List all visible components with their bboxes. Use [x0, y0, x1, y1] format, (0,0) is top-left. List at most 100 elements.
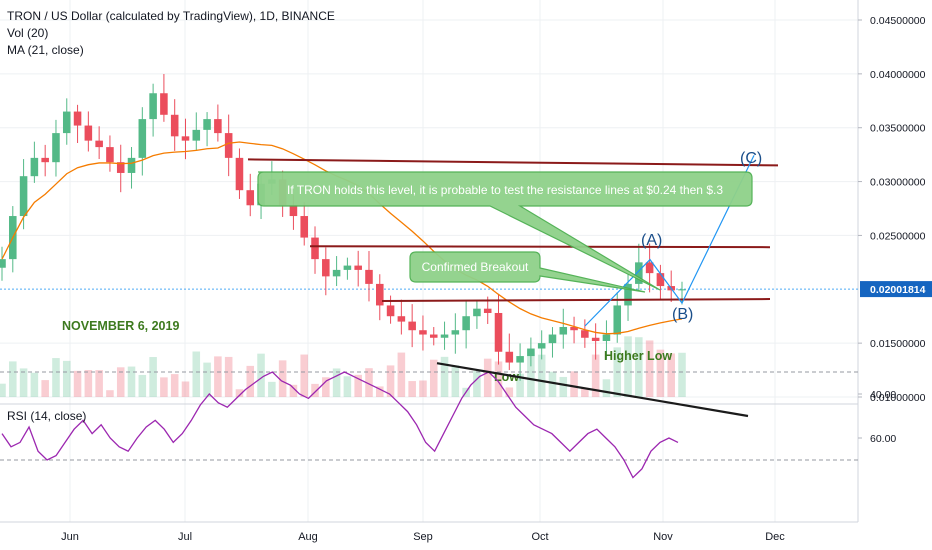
- candle-body: [289, 205, 298, 217]
- candle-body: [332, 269, 341, 277]
- volume-bar: [30, 372, 39, 397]
- callout-main: If TRON holds this level, it is probable…: [257, 171, 753, 291]
- candle-body: [214, 119, 222, 134]
- resistance-line-lower: [381, 298, 771, 303]
- volume-bar: [0, 383, 6, 397]
- candle-body: [84, 125, 93, 141]
- candle-body: [440, 334, 449, 338]
- volume-bar: [181, 381, 190, 397]
- volume-bar: [192, 351, 201, 397]
- volume-bar: [300, 354, 308, 397]
- volume-bar: [257, 353, 265, 397]
- volume-bar: [41, 380, 49, 397]
- price-axis-tick-label: 0.02500000: [870, 230, 926, 242]
- volume-bar: [214, 356, 222, 397]
- volume-bar: [224, 356, 233, 397]
- callout-breakout: Confirmed Breakout: [409, 251, 646, 293]
- candle-body: [203, 119, 211, 130]
- time-axis-tick-label: Oct: [531, 531, 548, 543]
- volume-bar: [84, 370, 93, 397]
- callout-breakout-text: Confirmed Breakout: [422, 260, 529, 274]
- resistance-line-middle: [309, 245, 771, 249]
- rsi-indicator-label[interactable]: RSI (14, close): [7, 409, 87, 423]
- candle-body: [376, 283, 384, 306]
- volume-bar: [624, 336, 632, 397]
- current-price-label: 0.02001814: [870, 284, 926, 296]
- candle-body: [343, 265, 352, 270]
- volume-bar: [645, 340, 654, 397]
- volume-bar: [289, 384, 298, 397]
- volume-bar: [527, 351, 535, 397]
- volume-bar: [322, 377, 330, 397]
- candle-body: [127, 157, 136, 173]
- candle-body: [483, 308, 492, 313]
- candle-body: [678, 289, 686, 291]
- volume-bar: [397, 352, 406, 397]
- candle-body: [559, 326, 568, 335]
- candle-body: [451, 330, 460, 335]
- candle-body: [570, 326, 578, 331]
- volume-bar: [656, 349, 665, 397]
- candle-body: [73, 111, 82, 126]
- candle-body: [505, 351, 514, 363]
- candle-body: [635, 262, 643, 284]
- volume-bar: [62, 360, 71, 397]
- resistance-line-upper: [247, 158, 779, 167]
- time-axis-tick-label: Nov: [653, 531, 673, 543]
- candle-body: [192, 129, 201, 141]
- candle-body: [41, 157, 49, 163]
- candle-body: [429, 334, 438, 338]
- candle-body: [602, 334, 611, 341]
- rsi-axis-tick-label: 40.00: [870, 389, 896, 401]
- candle-body: [160, 93, 168, 115]
- volume-bar: [386, 365, 395, 397]
- candle-body: [581, 330, 589, 338]
- volume-bar: [127, 366, 136, 397]
- callout-main-text: If TRON holds this level, it is probable…: [287, 183, 723, 197]
- candle-body: [624, 283, 632, 306]
- rsi-trendline: [436, 362, 749, 418]
- candle-body: [548, 334, 557, 344]
- volume-bars: [0, 336, 686, 397]
- volume-bar: [376, 386, 384, 397]
- volume-bar: [537, 354, 546, 397]
- volume-bar: [160, 377, 168, 397]
- volume-bar: [106, 390, 114, 397]
- volume-bar: [311, 383, 319, 397]
- candle-body: [462, 316, 470, 331]
- candle-body: [246, 190, 255, 206]
- price-axis-tick-label: 0.01500000: [870, 338, 926, 350]
- current-price-badge: [860, 281, 932, 298]
- volume-indicator-label[interactable]: Vol (20): [7, 26, 49, 40]
- wave-label-a: (A): [641, 232, 662, 249]
- candle-body: [527, 348, 535, 357]
- candle-body: [0, 259, 6, 268]
- moving-average-label[interactable]: MA (21, close): [7, 43, 84, 57]
- candle-body: [52, 133, 60, 163]
- volume-bar: [581, 387, 589, 397]
- candlesticks: [0, 74, 686, 381]
- volume-bar: [149, 357, 157, 397]
- candle-body: [516, 356, 524, 363]
- candle-body: [419, 330, 427, 335]
- candle-body: [149, 93, 157, 120]
- rsi-line: [1, 371, 679, 479]
- volume-bar: [278, 360, 287, 397]
- candle-body: [354, 265, 362, 270]
- volume-bar: [9, 361, 17, 397]
- time-axis-tick-label: Sep: [413, 531, 433, 543]
- candle-body: [397, 316, 406, 322]
- candle-body: [62, 111, 71, 134]
- volume-bar: [408, 381, 416, 397]
- volume-bar: [116, 367, 125, 397]
- price-axis-tick-label: 0.01000000: [870, 392, 926, 404]
- wave-label-c: (C): [740, 150, 762, 167]
- callout-breakout-bubble: [409, 251, 646, 293]
- price-axis-tick-label: 0.03000000: [870, 177, 926, 189]
- candle-body: [138, 119, 147, 158]
- volume-bar: [246, 365, 255, 397]
- volume-bar: [451, 365, 460, 397]
- candle-body: [300, 216, 308, 238]
- time-axis-tick-label: Jul: [178, 531, 192, 543]
